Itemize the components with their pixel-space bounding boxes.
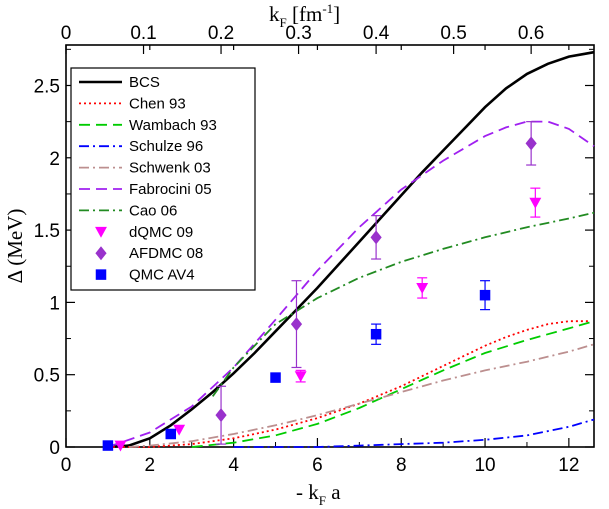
top-tick-label: 0 [61,23,72,44]
qmc-av4-point [270,372,281,383]
afdmc-08-point [525,136,537,151]
y-tick-label: 2.5 [34,76,60,97]
curves [107,50,595,449]
series-wambach-93-line [191,320,595,448]
qmc-av4-point [102,440,114,451]
qmc-av4-point [370,328,382,340]
top-tick-label: 0.2 [208,23,234,44]
y-tick-label: 1 [49,293,60,314]
legend-label-schulze-96: Schulze 96 [129,138,203,155]
legend: BCS Chen 93 Wambach 93 Schulze 96 Schwenk 03… [70,67,256,291]
legend-label-afdmc-08: AFDMC 08 [129,245,203,262]
legend-swatch-dqmc-09 [95,226,107,238]
top-tick-label: 0.1 [130,23,156,44]
y-tick-label: 0 [49,438,60,459]
legend-label-chen-93: Chen 93 [129,95,186,112]
x-tick-label: 6 [312,455,323,476]
qmc-av4-point [165,428,177,440]
qmc-av4-point [479,289,491,301]
y-tick-label: 2 [49,149,60,170]
afdmc-08-point [290,317,303,332]
y-axis-title: Δ (MeV) [3,209,27,284]
x-tick-label: 2 [145,455,156,476]
ticks: 0 2 4 6 8 10 12 0 0.5 1 1.5 2 2.5 0 0.1 0.2 0.3 0.4 0.5 0.6 [34,23,594,476]
legend-swatch-afdmc-08 [95,246,107,261]
legend-label-cao-06: Cao 06 [129,202,177,219]
points [102,121,542,452]
legend-label-bcs: BCS [129,74,160,91]
x-tick-label: 12 [558,455,579,476]
dqmc-09-point [529,197,542,209]
top-tick-label: 0.6 [518,23,544,44]
x-tick-label: 0 [61,455,72,476]
top-axis-title: kF [fm-1] [269,1,340,30]
x-tick-label: 10 [474,455,495,476]
top-tick-label: 0.5 [440,23,466,44]
dqmc-09-point [294,371,307,383]
y-tick-label: 0.5 [34,366,60,387]
legend-label-qmc-av4: QMC AV4 [129,267,195,284]
series-cao-06-line [211,211,595,397]
afdmc-08-point [370,230,382,245]
legend-label-schwenk-03: Schwenk 03 [129,160,211,177]
plot-frame [65,44,595,448]
legend-label-dqmc-09: dQMC 09 [129,224,193,241]
dqmc-09-point [173,424,186,436]
x-tick-label: 8 [396,455,407,476]
x-tick-label: 4 [228,455,239,476]
legend-swatch-qmc-av4 [95,269,107,280]
series-schulze-96-line [233,418,595,448]
afdmc-08-point [215,408,227,423]
legend-label-wambach-93: Wambach 93 [129,117,217,134]
legend-label-fabrocini-05: Fabrocini 05 [129,181,212,198]
series-schwenk-03-line [128,343,595,448]
series-bcs-line [107,50,595,449]
x-axis-title: - kF a [296,480,341,508]
dqmc-09-point [114,440,127,452]
dqmc-09-point [416,283,429,294]
top-tick-label: 0.3 [285,23,311,44]
top-tick-label: 0.4 [363,23,390,44]
series-fabrocini-05-line [107,120,595,448]
y-tick-label: 1.5 [34,221,60,242]
